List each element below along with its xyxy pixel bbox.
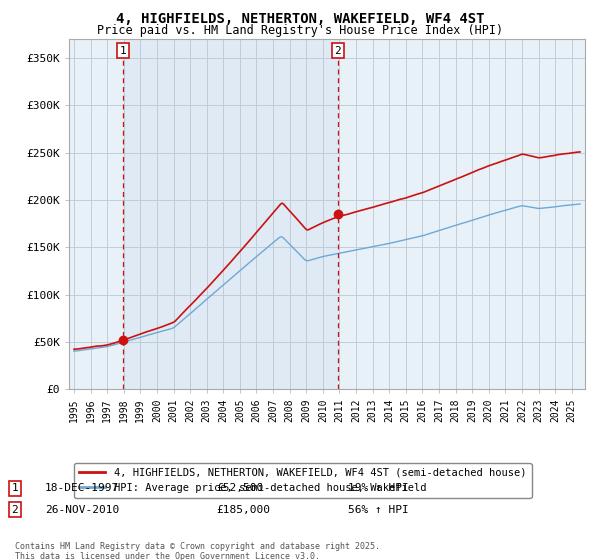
Text: £52,500: £52,500 (216, 483, 263, 493)
Text: 1: 1 (11, 483, 19, 493)
Text: £185,000: £185,000 (216, 505, 270, 515)
Text: 26-NOV-2010: 26-NOV-2010 (45, 505, 119, 515)
Text: 2: 2 (334, 45, 341, 55)
Text: Contains HM Land Registry data © Crown copyright and database right 2025.
This d: Contains HM Land Registry data © Crown c… (15, 542, 380, 560)
Text: 2: 2 (11, 505, 19, 515)
Text: 18-DEC-1997: 18-DEC-1997 (45, 483, 119, 493)
Text: Price paid vs. HM Land Registry's House Price Index (HPI): Price paid vs. HM Land Registry's House … (97, 24, 503, 37)
Legend: 4, HIGHFIELDS, NETHERTON, WAKEFIELD, WF4 4ST (semi-detached house), HPI: Average: 4, HIGHFIELDS, NETHERTON, WAKEFIELD, WF4… (74, 463, 532, 498)
Text: 19% ↑ HPI: 19% ↑ HPI (348, 483, 409, 493)
Bar (123, 39, 338, 389)
Text: 4, HIGHFIELDS, NETHERTON, WAKEFIELD, WF4 4ST: 4, HIGHFIELDS, NETHERTON, WAKEFIELD, WF4… (116, 12, 484, 26)
Text: 1: 1 (120, 45, 127, 55)
Text: 56% ↑ HPI: 56% ↑ HPI (348, 505, 409, 515)
